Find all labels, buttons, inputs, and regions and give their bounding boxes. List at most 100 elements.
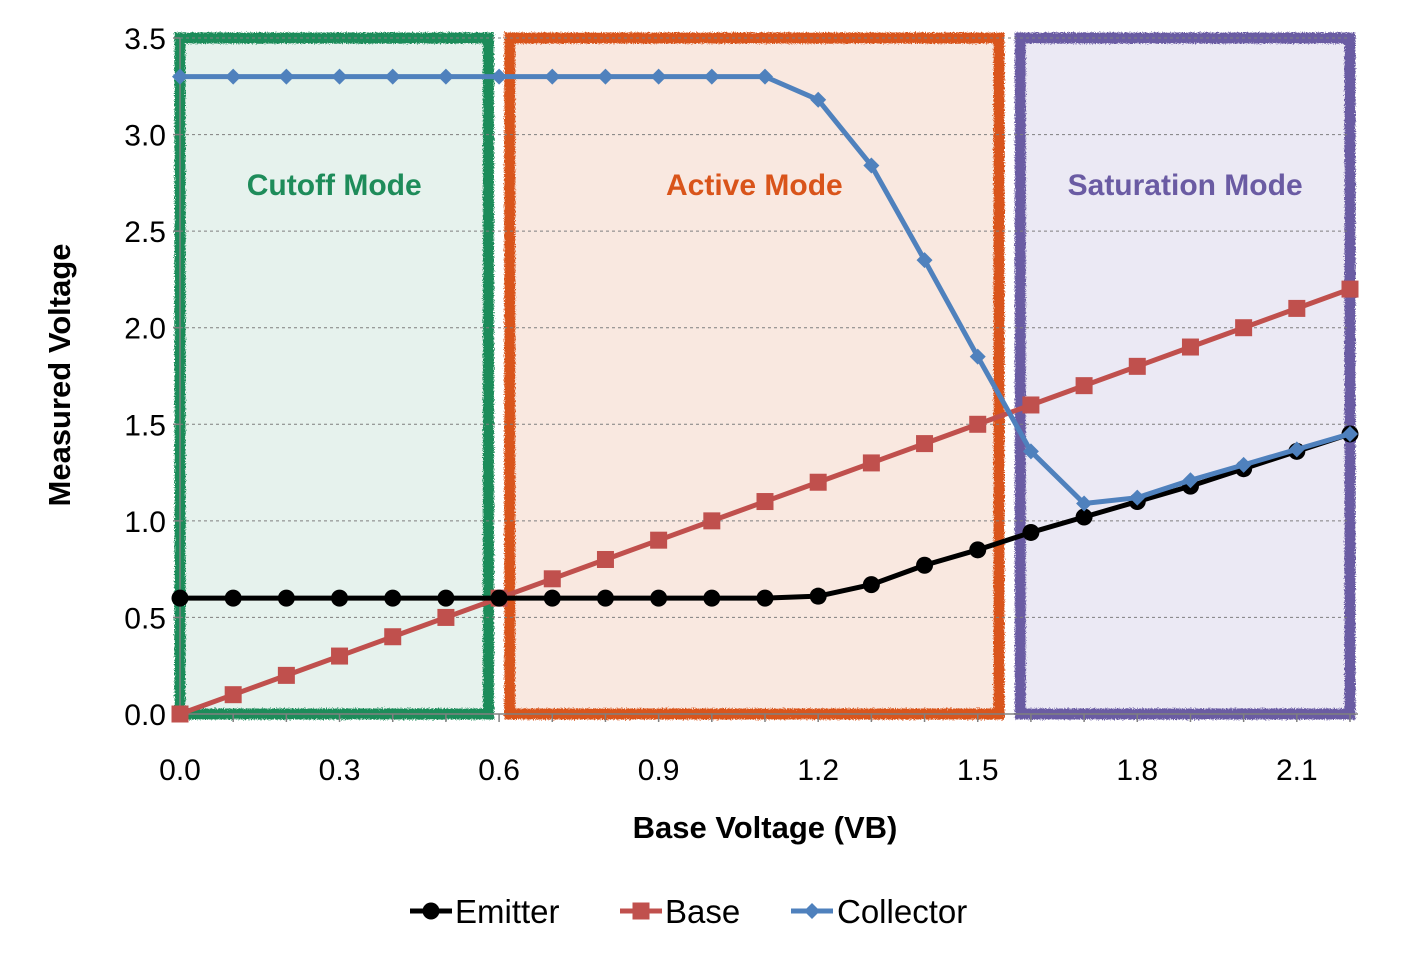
x-tick-label: 0.6 [478, 754, 520, 787]
region-label-active-mode: Active Mode [666, 169, 843, 202]
legend-swatch-marker [632, 902, 650, 920]
point-collector [1235, 456, 1252, 473]
point-base [862, 454, 880, 472]
y-tick-label: 0.5 [124, 602, 166, 635]
point-base [650, 531, 668, 549]
point-emitter [596, 589, 614, 607]
point-collector [1022, 443, 1039, 460]
x-tick-label: 2.1 [1276, 754, 1318, 787]
axes: 0.0 0.5 1.0 1.5 2.0 2.5 3.0 3.5 0.0 0.3 0.6 0.9 1.2 1… [124, 23, 1358, 787]
x-tick-label: 1.2 [797, 754, 839, 787]
x-tick-label: 0.0 [159, 754, 201, 787]
y-tick-label: 2.0 [124, 313, 166, 346]
data-series [171, 68, 1359, 723]
x-tick-label: 0.9 [638, 754, 680, 787]
point-emitter [1022, 523, 1040, 541]
point-collector [331, 68, 348, 85]
region-label-cutoff-mode: Cutoff Mode [247, 169, 422, 202]
point-base [543, 570, 561, 588]
series-emitter [171, 425, 1359, 607]
point-collector [225, 68, 242, 85]
point-collector [650, 68, 667, 85]
region-saturation-mode [1014, 32, 1356, 720]
y-tick-label: 1.0 [124, 506, 166, 539]
point-collector [1076, 495, 1093, 512]
point-collector [1342, 425, 1358, 442]
point-base [1288, 299, 1306, 317]
legend-swatch-marker [422, 902, 440, 920]
point-emitter [969, 541, 987, 559]
x-tick-label: 0.3 [319, 754, 361, 787]
point-base [224, 686, 242, 704]
point-base [1128, 357, 1146, 375]
point-emitter [277, 589, 295, 607]
region-labels: Cutoff Mode Active Mode Saturation Mode [247, 169, 1303, 202]
point-base [1075, 377, 1093, 395]
point-emitter [809, 587, 827, 605]
point-collector [1129, 489, 1146, 506]
region-label-saturation-mode: Saturation Mode [1068, 169, 1303, 202]
y-tick-label: 2.5 [124, 216, 166, 249]
point-base [331, 647, 349, 665]
point-base [1022, 396, 1040, 414]
mode-regions [174, 32, 1356, 720]
series-collector [172, 68, 1358, 512]
point-base [756, 493, 774, 511]
point-emitter [650, 589, 668, 607]
point-emitter [916, 556, 934, 574]
point-base [1235, 319, 1253, 337]
legend: Emitter Base Collector [410, 893, 967, 930]
legend-item-collector: Collector [791, 893, 967, 930]
point-emitter [490, 589, 508, 607]
x-axis-title: Base Voltage (VB) [633, 810, 898, 845]
legend-item-base: Base [620, 893, 740, 930]
point-collector [1182, 472, 1199, 489]
point-base [703, 512, 721, 530]
point-collector [810, 91, 827, 108]
x-tick-label: 1.5 [957, 754, 999, 787]
point-collector [703, 68, 720, 85]
point-emitter [224, 589, 242, 607]
legend-label-collector: Collector [837, 893, 967, 930]
point-base [277, 666, 295, 684]
legend-item-emitter: Emitter [410, 893, 560, 930]
point-emitter [756, 589, 774, 607]
region-active-mode [504, 32, 1005, 720]
point-collector [597, 68, 614, 85]
point-collector [757, 68, 773, 85]
point-base [969, 415, 987, 433]
point-emitter [437, 589, 455, 607]
point-collector [1288, 441, 1305, 458]
legend-label-emitter: Emitter [455, 893, 560, 930]
point-emitter [703, 589, 721, 607]
point-collector [491, 68, 508, 85]
point-base [596, 550, 614, 568]
point-base [916, 435, 934, 453]
point-emitter [543, 589, 561, 607]
point-collector [437, 68, 454, 85]
point-collector [172, 68, 188, 85]
point-emitter [1075, 508, 1093, 526]
point-collector [863, 157, 880, 174]
point-collector [278, 68, 295, 85]
point-collector [544, 68, 561, 85]
x-tick-label: 1.8 [1116, 754, 1158, 787]
y-tick-label: 3.5 [124, 23, 166, 56]
point-collector [916, 252, 933, 269]
point-base [171, 705, 189, 723]
y-tick-label: 0.0 [124, 699, 166, 732]
point-emitter [331, 589, 349, 607]
y-axis-title: Measured Voltage [42, 243, 77, 506]
legend-swatch-marker [804, 903, 820, 919]
point-emitter [862, 576, 880, 594]
y-tick-label: 3.0 [124, 120, 166, 153]
point-base [384, 628, 402, 646]
legend-label-base: Base [665, 893, 740, 930]
point-base [1181, 338, 1199, 356]
point-base [1341, 280, 1359, 298]
point-base [437, 608, 455, 626]
y-tick-label: 1.5 [124, 409, 166, 442]
point-emitter [384, 589, 402, 607]
